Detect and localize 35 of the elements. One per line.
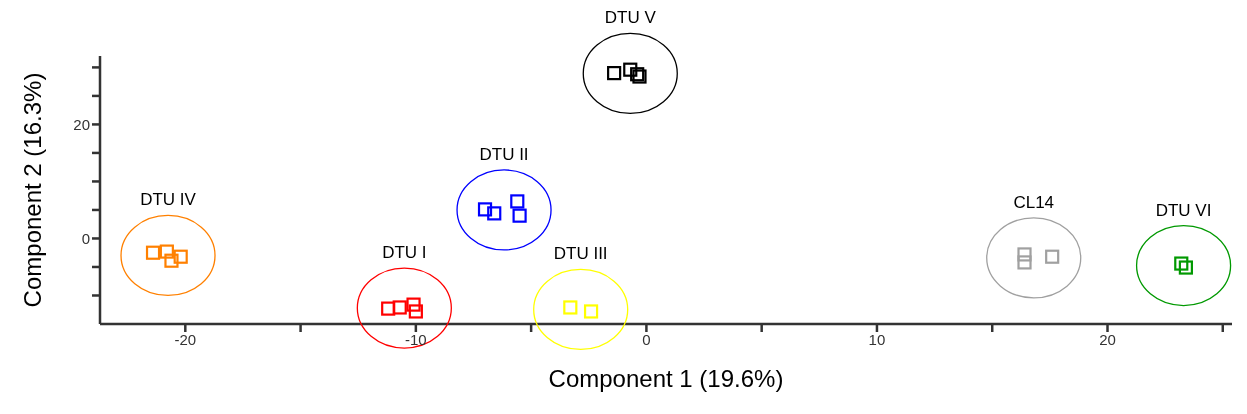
point (392, 300, 407, 315)
x-tick-label: 0 (642, 330, 651, 348)
point (623, 62, 638, 77)
point (1174, 256, 1189, 271)
point (159, 244, 174, 259)
point (563, 300, 578, 315)
x-tick-label: 10 (868, 330, 886, 348)
text: CL14 (1013, 192, 1055, 212)
x-tick-label: -10 (405, 330, 427, 348)
point (607, 66, 622, 81)
point (381, 301, 396, 316)
point (583, 304, 599, 319)
point (512, 208, 527, 223)
series-label: DTU II (479, 144, 529, 164)
point (487, 206, 502, 221)
point (1178, 260, 1193, 275)
text: DTU I (382, 243, 427, 263)
y-axis-title: Component 2 (16.3%) (18, 72, 46, 308)
point (406, 297, 421, 312)
x-tick-label: 20 (1099, 330, 1116, 348)
point (477, 202, 493, 217)
x-tick-label: -20 (174, 330, 197, 348)
point (510, 194, 525, 209)
text: DTU VI (1155, 200, 1212, 220)
point (173, 249, 188, 264)
point (1045, 249, 1060, 264)
x-axis-title: Component 1 (19.6%) (548, 365, 784, 393)
text: DTU III (553, 244, 608, 264)
point (1017, 247, 1032, 262)
text: DTU V (604, 8, 657, 28)
point (1017, 255, 1032, 270)
point (408, 304, 423, 319)
text: DTU IV (140, 190, 197, 210)
point (164, 253, 179, 268)
point (145, 245, 161, 260)
